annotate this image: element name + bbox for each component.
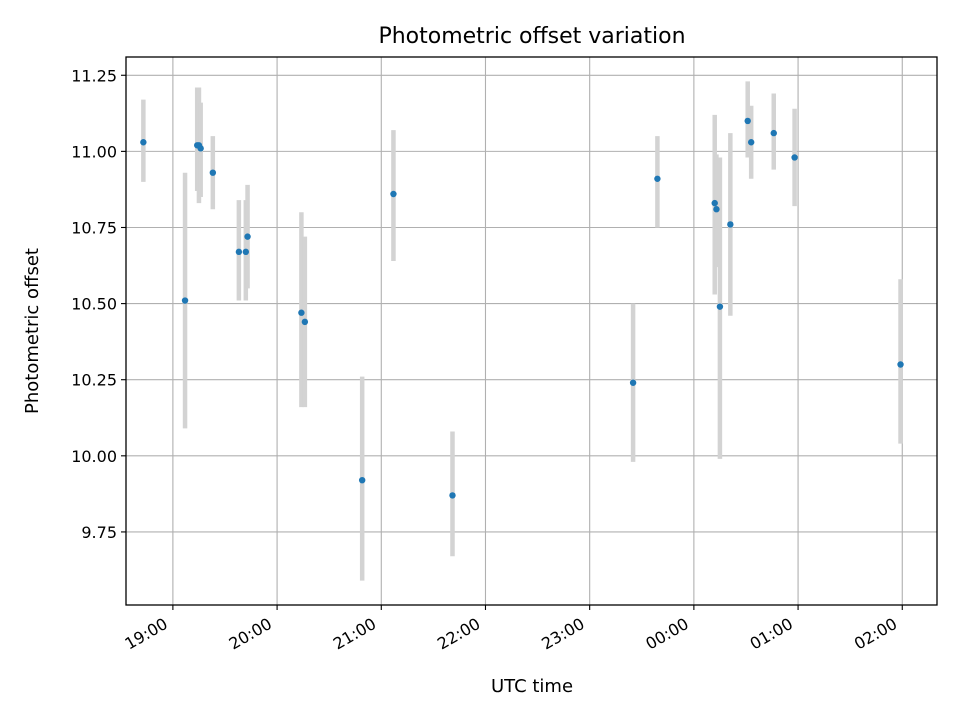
y-tick-label: 10.00 bbox=[71, 447, 117, 466]
data-point bbox=[654, 175, 661, 182]
data-point bbox=[197, 145, 204, 152]
data-point bbox=[301, 318, 309, 326]
x-tick-label: 19:00 bbox=[121, 614, 170, 654]
y-tick-label: 10.75 bbox=[71, 218, 117, 237]
data-point bbox=[390, 190, 397, 198]
x-tick-label: 22:00 bbox=[434, 614, 483, 654]
data-point bbox=[770, 129, 777, 137]
data-point bbox=[727, 221, 734, 228]
data-point bbox=[744, 117, 751, 125]
data-point bbox=[140, 139, 147, 146]
y-axis-label: Photometric offset bbox=[22, 248, 43, 414]
x-tick-label: 20:00 bbox=[226, 614, 275, 654]
x-tick-label: 00:00 bbox=[642, 614, 691, 654]
x-tick-label: 23:00 bbox=[538, 614, 587, 654]
data-point bbox=[181, 297, 189, 304]
error-bars bbox=[141, 81, 903, 581]
y-tick-label: 11.25 bbox=[71, 66, 117, 85]
data-point bbox=[791, 154, 798, 161]
data-point bbox=[242, 248, 250, 256]
data-point bbox=[209, 169, 217, 176]
x-tick-label: 21:00 bbox=[330, 614, 379, 654]
grid bbox=[126, 57, 937, 605]
y-tick-label: 9.75 bbox=[81, 523, 117, 542]
data-point bbox=[244, 233, 251, 240]
chart-title: Photometric offset variation bbox=[378, 24, 685, 49]
y-tick-label: 11.00 bbox=[71, 142, 117, 161]
x-tick-label: 02:00 bbox=[851, 614, 900, 654]
data-point bbox=[711, 199, 718, 207]
data-point bbox=[449, 492, 456, 499]
data-points bbox=[140, 117, 904, 499]
data-point bbox=[298, 309, 305, 316]
plot-frame bbox=[125, 56, 938, 606]
y-axis-ticks: 9.75 10.00 10.25 10.50 10.75 11.00 11.25 bbox=[71, 66, 126, 542]
x-axis-ticks: 19:00 20:00 21:00 22:00 23:00 00:00 01:00 02:00 bbox=[121, 605, 903, 654]
y-tick-label: 10.50 bbox=[71, 295, 117, 314]
data-point bbox=[713, 206, 720, 213]
x-axis-label: UTC time bbox=[491, 676, 573, 697]
x-tick-label: 01:00 bbox=[747, 614, 796, 654]
data-point bbox=[629, 379, 637, 386]
data-point bbox=[747, 139, 755, 146]
data-point bbox=[358, 476, 366, 484]
data-point bbox=[235, 248, 243, 256]
data-point bbox=[716, 303, 724, 310]
data-point bbox=[897, 361, 904, 368]
y-tick-label: 10.25 bbox=[71, 371, 117, 390]
